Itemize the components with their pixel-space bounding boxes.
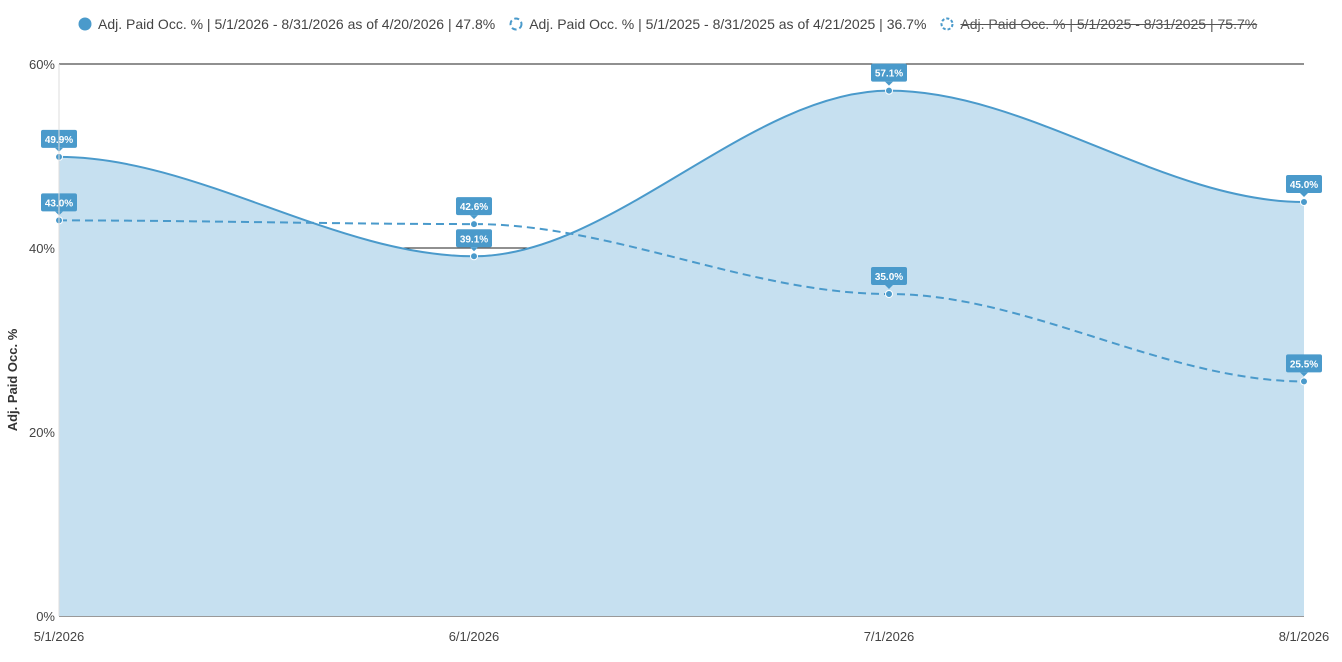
svg-text:42.6%: 42.6% — [460, 202, 488, 213]
data-label: 25.5% — [1286, 354, 1322, 377]
axes: 0% 20% 40% 60% 5/1/2026 6/1/2026 7/1/2026 8/1/2… — [5, 57, 1329, 644]
y-tick-label: 60% — [29, 57, 55, 72]
y-tick-label: 20% — [29, 425, 55, 440]
data-point[interactable] — [470, 220, 478, 229]
x-tick-label: 6/1/2026 — [449, 629, 500, 644]
data-point[interactable] — [1300, 198, 1308, 206]
legend-item-current-period[interactable]: Adj. Paid Occ. % | 5/1/2026 - 8/31/2026 … — [78, 16, 495, 32]
legend: Adj. Paid Occ. % | 5/1/2026 - 8/31/2026 … — [78, 16, 1257, 32]
svg-text:35.0%: 35.0% — [875, 272, 903, 283]
data-label: 45.0% — [1286, 175, 1322, 197]
legend-item-prior-period-as-of[interactable]: Adj. Paid Occ. % | 5/1/2025 - 8/31/2025 … — [509, 16, 926, 32]
data-label: 42.6% — [456, 197, 492, 220]
legend-item-prior-period-final[interactable]: Adj. Paid Occ. % | 5/1/2025 - 8/31/2025 … — [940, 16, 1257, 32]
data-point[interactable] — [1300, 377, 1308, 386]
series-area-layer — [59, 90, 1304, 617]
x-tick-label: 7/1/2026 — [864, 629, 915, 644]
y-tick-label: 0% — [36, 609, 55, 624]
data-label: 39.1% — [456, 229, 492, 252]
legend-marker-solid-icon — [78, 17, 92, 31]
series-area-fill — [59, 90, 1304, 617]
legend-label-prior-period-as-of: Adj. Paid Occ. % | 5/1/2025 - 8/31/2025 … — [529, 16, 927, 32]
y-axis-title: Adj. Paid Occ. % — [5, 328, 20, 431]
series-line — [58, 89, 1305, 258]
legend-marker-dashed-icon — [940, 17, 954, 31]
x-tick-label: 5/1/2026 — [34, 629, 85, 644]
data-label: 35.0% — [871, 267, 907, 289]
series-line — [58, 219, 1305, 383]
data-label: 57.1% — [871, 63, 907, 86]
series-line-layer — [58, 89, 1305, 383]
legend-marker-dashed-icon — [509, 17, 523, 31]
y-tick-label: 40% — [29, 241, 55, 256]
legend-label-current-period: Adj. Paid Occ. % | 5/1/2026 - 8/31/2026 … — [98, 16, 496, 32]
svg-text:45.0%: 45.0% — [1290, 180, 1318, 191]
data-point[interactable] — [470, 252, 478, 261]
svg-text:25.5%: 25.5% — [1290, 359, 1318, 370]
data-point[interactable] — [885, 290, 893, 298]
data-point[interactable] — [885, 86, 893, 95]
svg-text:39.1%: 39.1% — [460, 234, 488, 245]
x-tick-label: 8/1/2026 — [1279, 629, 1330, 644]
legend-label-prior-period-final: Adj. Paid Occ. % | 5/1/2025 - 8/31/2025 … — [960, 16, 1258, 32]
svg-text:57.1%: 57.1% — [875, 69, 903, 80]
